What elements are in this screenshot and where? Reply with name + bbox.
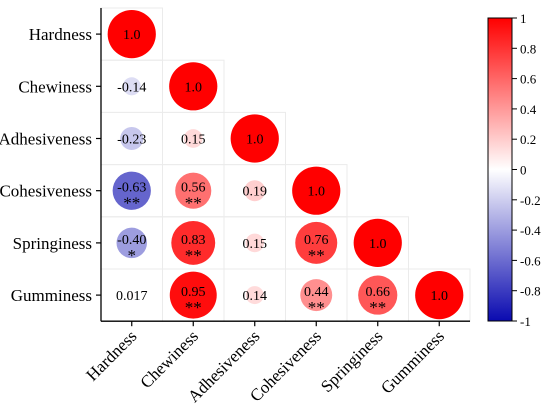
corr-circle-gumminess-springiness	[358, 275, 398, 315]
cells-layer: 1.0-0.14 1.0-0.23 0.15 1.0-0.63**0.56**0.19…	[107, 9, 464, 320]
corr-circle-springiness-adhesiveness	[245, 233, 265, 253]
corr-circle-gumminess-chewiness	[169, 271, 217, 319]
axes-layer	[96, 8, 470, 327]
corr-circle-gumminess-adhesiveness	[245, 286, 264, 305]
corr-value-label: 0.56	[181, 181, 206, 196]
y-tick-label-springiness: Springiness	[13, 234, 92, 253]
corr-value-label: 0.66	[366, 285, 391, 300]
grid-layer	[100, 7, 471, 322]
corr-value-label: 1.0	[246, 133, 264, 148]
x-tick-label-chewiness: Chewiness	[137, 327, 203, 393]
y-tick-label-gumminess: Gumminess	[11, 286, 92, 305]
corr-value-label: 0.017	[116, 289, 148, 304]
corr-circle-springiness-hardness	[116, 227, 147, 259]
y-tick-label-cohesiveness: Cohesiveness	[0, 182, 92, 201]
significance-stars: **	[185, 298, 202, 317]
corr-value-label: 0.14	[243, 289, 268, 304]
corr-value-label: -0.63	[117, 181, 146, 196]
corr-circle-cohesiveness-cohesiveness	[292, 166, 341, 215]
significance-stars: **	[185, 246, 202, 265]
significance-stars: **	[123, 194, 140, 213]
corr-value-label: 0.83	[181, 233, 206, 248]
significance-stars: **	[185, 194, 202, 213]
colorbar-tick-label: 0.2	[520, 132, 536, 147]
corr-value-label: -0.23	[117, 133, 146, 148]
corr-circle-springiness-chewiness	[171, 220, 216, 265]
colorbar-tick-label: -1	[520, 314, 531, 329]
corr-value-label: 1.0	[431, 289, 449, 304]
corr-circle-hardness-hardness	[107, 9, 156, 59]
colorbar-tick-label: -0.6	[520, 253, 541, 268]
corr-value-label: 0.15	[243, 237, 268, 252]
y-tick-label-chewiness: Chewiness	[18, 77, 92, 96]
significance-stars: *	[128, 246, 137, 265]
corr-value-label: 1.0	[123, 28, 141, 43]
corr-circle-chewiness-chewiness	[169, 62, 218, 111]
corr-circle-gumminess-hardness	[127, 291, 136, 300]
corr-circle-springiness-cohesiveness	[295, 221, 338, 264]
colorbar-tick-label: 0.8	[520, 41, 536, 56]
colorbar-tick-label: -0.4	[520, 223, 541, 238]
corr-value-label: 1.0	[308, 185, 326, 200]
significance-stars: **	[308, 298, 325, 317]
corr-value-label: 0.15	[181, 133, 206, 148]
corr-circle-cohesiveness-adhesiveness	[244, 180, 266, 202]
corr-circle-cohesiveness-hardness	[112, 171, 151, 210]
corr-circle-adhesiveness-hardness	[120, 126, 144, 151]
colorbar: 1 0.8 0.6 0.4 0.2 0 -0.2 -0.4 -0.6 -0.8 -1	[487, 11, 541, 329]
colorbar-tick-label: -0.8	[520, 284, 541, 299]
colorbar-gradient	[487, 17, 513, 322]
corr-value-label: 0.19	[243, 185, 268, 200]
x-tick-label-hardness: Hardness	[82, 327, 140, 385]
colorbar-tick-label: 0.4	[520, 102, 537, 117]
colorbar-tick-label: 0	[520, 163, 527, 178]
corr-value-label: -0.40	[117, 233, 146, 248]
x-tick-label-springiness: Springiness	[317, 327, 387, 397]
corr-circle-cohesiveness-chewiness	[175, 172, 212, 209]
corr-value-label: -0.14	[117, 80, 146, 95]
corr-circle-gumminess-cohesiveness	[300, 279, 333, 312]
colorbar-tick-label: -0.2	[520, 193, 541, 208]
colorbar-tick-label: 1	[520, 11, 527, 26]
corr-circle-adhesiveness-adhesiveness	[230, 114, 279, 163]
corr-circle-chewiness-hardness	[122, 77, 141, 96]
colorbar-tick-label: 0.6	[520, 72, 537, 87]
corr-value-label: 0.44	[304, 285, 329, 300]
corr-value-label: 1.0	[185, 80, 203, 95]
significance-stars: **	[369, 298, 386, 317]
y-tick-label-hardness: Hardness	[29, 25, 92, 44]
y-tick-label-adhesiveness: Adhesiveness	[0, 130, 92, 149]
x-tick-label-gumminess: Gumminess	[377, 327, 448, 398]
significance-stars: **	[308, 246, 325, 265]
corr-value-label: 0.76	[304, 233, 329, 248]
corr-circle-gumminess-gumminess	[415, 271, 464, 320]
corr-circle-springiness-springiness	[353, 218, 402, 267]
corr-circle-adhesiveness-chewiness	[183, 129, 203, 148]
corr-value-label: 1.0	[369, 237, 387, 252]
corr-value-label: 0.95	[181, 285, 206, 300]
